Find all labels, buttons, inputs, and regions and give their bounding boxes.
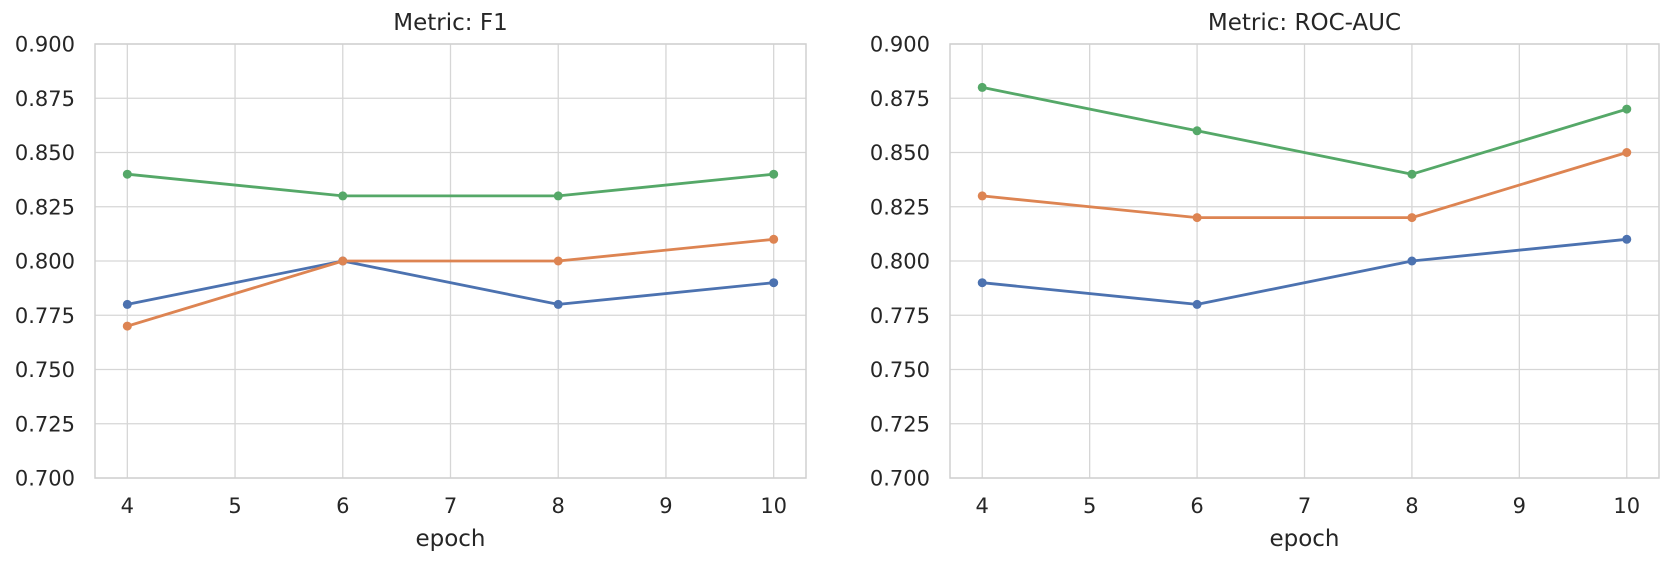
green-data-point-epoch-6	[338, 191, 348, 201]
green-data-point-epoch-4	[122, 169, 132, 179]
y-tick-label: 0.750	[15, 358, 75, 382]
x-axis-label: epoch	[1269, 526, 1339, 552]
y-tick-label: 0.825	[870, 195, 930, 219]
plot-border	[949, 43, 1660, 479]
x-tick-label: 9	[659, 494, 672, 518]
y-tick-label: 0.800	[870, 250, 930, 274]
x-tick-label: 10	[760, 494, 787, 518]
blue-data-point-epoch-4	[122, 299, 132, 309]
y-tick-label: 0.725	[15, 412, 75, 436]
orange-data-point-epoch-6	[1192, 213, 1202, 223]
x-tick-label: 6	[1190, 494, 1203, 518]
x-tick-label: 8	[1405, 494, 1418, 518]
blue-data-point-epoch-10	[769, 278, 779, 288]
green-data-point-epoch-6	[1192, 126, 1202, 136]
chart-roc-auc: 0.900 0.875 0.850 0.825 0.800 0.775 0.750 0.725…	[870, 10, 1660, 552]
green-data-point-epoch-4	[977, 82, 987, 92]
green-data-point-epoch-8	[1407, 169, 1417, 179]
blue-data-point-epoch-10	[1622, 234, 1632, 244]
x-tick-label: 7	[444, 494, 457, 518]
chart-title: Metric: F1	[393, 10, 507, 36]
orange-data-point-epoch-4	[122, 321, 132, 331]
x-tick-label: 8	[552, 494, 565, 518]
blue-series-line	[980, 237, 1629, 306]
orange-series-line	[125, 237, 776, 328]
orange-data-point-epoch-10	[1622, 148, 1632, 157]
y-tick-label: 0.875	[15, 87, 75, 111]
x-tick-label: 10	[1613, 494, 1640, 518]
blue-data-point-epoch-8	[553, 299, 563, 309]
green-data-point-epoch-8	[553, 191, 563, 201]
plot-border	[94, 43, 807, 479]
x-axis-label: epoch	[415, 526, 485, 552]
green-data-point-epoch-10	[1622, 104, 1632, 114]
x-tick-label: 5	[1083, 494, 1096, 518]
blue-data-point-epoch-6	[1192, 299, 1202, 309]
y-tick-label: 0.850	[15, 141, 75, 165]
y-tick-label: 0.700	[870, 467, 930, 491]
y-tick-label: 0.775	[870, 304, 930, 328]
y-tick-label: 0.850	[870, 141, 930, 165]
orange-data-point-epoch-4	[977, 191, 987, 201]
orange-series-line	[980, 151, 1629, 220]
blue-data-point-epoch-4	[977, 278, 987, 288]
y-tick-label: 0.900	[15, 33, 75, 57]
orange-data-point-epoch-8	[553, 256, 563, 266]
orange-data-point-epoch-10	[769, 234, 779, 244]
y-tick-label: 0.750	[870, 358, 930, 382]
orange-data-point-epoch-8	[1407, 213, 1417, 223]
chart-f1: 0.900 0.875 0.850 0.825 0.800 0.775 0.750 0.725…	[15, 10, 807, 552]
y-tick-label: 0.700	[15, 467, 75, 491]
y-tick-label: 0.775	[15, 304, 75, 328]
green-series-line	[980, 86, 1629, 176]
x-tick-label: 4	[121, 494, 134, 518]
blue-series-line	[125, 259, 776, 306]
y-tick-label: 0.875	[870, 87, 930, 111]
green-series-line	[125, 172, 776, 198]
x-tick-label: 9	[1513, 494, 1526, 518]
x-tick-label: 4	[976, 494, 989, 518]
green-data-point-epoch-10	[769, 169, 779, 179]
x-tick-label: 6	[336, 494, 349, 518]
orange-data-point-epoch-6	[338, 256, 348, 266]
y-tick-label: 0.725	[870, 412, 930, 436]
y-tick-label: 0.800	[15, 250, 75, 274]
x-tick-label: 5	[228, 494, 241, 518]
y-tick-label: 0.900	[870, 33, 930, 57]
y-tick-label: 0.825	[15, 195, 75, 219]
x-tick-label: 7	[1298, 494, 1311, 518]
chart-title: Metric: ROC-AUC	[1208, 10, 1401, 36]
blue-data-point-epoch-8	[1407, 256, 1417, 266]
